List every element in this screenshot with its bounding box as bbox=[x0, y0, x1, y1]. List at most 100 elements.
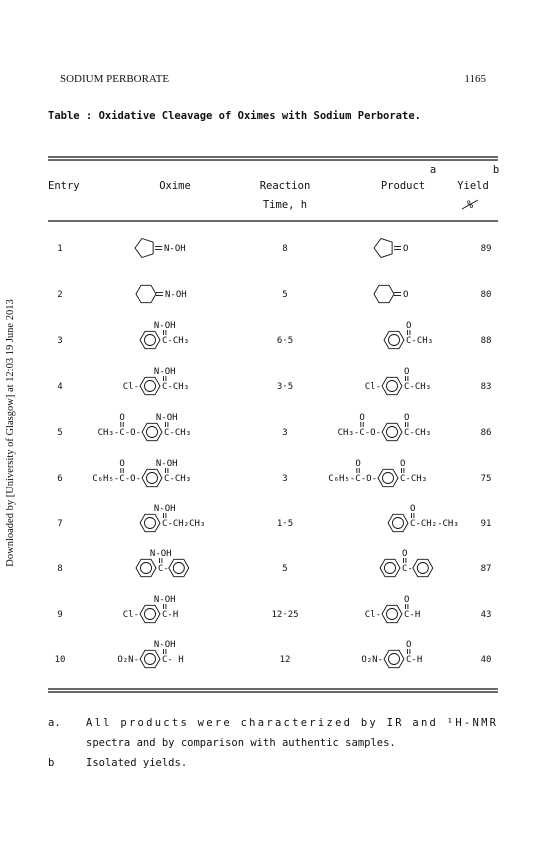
chem-label: C-CH₃ bbox=[404, 428, 431, 438]
entry-number: 5 bbox=[57, 428, 62, 438]
ring bbox=[135, 558, 157, 578]
chem-label: Cl- bbox=[123, 382, 139, 392]
column-header: Entry bbox=[48, 180, 80, 192]
ring bbox=[134, 237, 154, 259]
oxime-structure: N-OH bbox=[134, 237, 186, 259]
aromatic-circle bbox=[144, 608, 156, 620]
chem-label: N-OH bbox=[150, 549, 172, 559]
aromatic-circle bbox=[386, 608, 398, 620]
footnote-mark: b bbox=[48, 757, 54, 769]
product-structure: C-CH₂-CH₃ O bbox=[387, 504, 459, 533]
product-structure: O bbox=[373, 284, 408, 304]
ring bbox=[383, 330, 405, 350]
aromatic-circle bbox=[416, 562, 429, 574]
yield-value: 83 bbox=[481, 382, 492, 392]
reaction-time: 5 bbox=[282, 564, 287, 574]
table-row: 3 C-CH₃ N-OH 6·5 C-CH₃ O 88 bbox=[57, 321, 492, 350]
aromatic-circle bbox=[388, 653, 400, 665]
table-row: 10 C- H N-OH O₂N- 12 C-H O O₂N- 40 bbox=[55, 640, 491, 669]
footnote-mark: a. bbox=[48, 717, 61, 729]
table-row: 7 C-CH₂CH₃ N-OH 1·5 C-CH₂-CH₃ O 91 bbox=[57, 504, 491, 533]
entry-number: 1 bbox=[57, 244, 62, 254]
ring bbox=[373, 284, 395, 304]
reaction-time: 5 bbox=[282, 290, 287, 300]
aromatic-circle bbox=[386, 380, 398, 392]
reaction-time: 3·5 bbox=[277, 382, 293, 392]
product-structure: C-H O Cl- bbox=[365, 595, 420, 624]
ring bbox=[139, 649, 161, 669]
ring bbox=[139, 604, 161, 624]
chem-label: Cl- bbox=[123, 610, 139, 620]
aromatic-circle bbox=[144, 334, 156, 346]
chem-label: N-OH bbox=[154, 595, 176, 605]
chem-label: O bbox=[119, 413, 124, 423]
reaction-time: 12 bbox=[280, 655, 291, 665]
reaction-time: 6·5 bbox=[277, 336, 293, 346]
chem-label: C₆H₅-C-O- bbox=[92, 474, 141, 484]
table-row: 8 C- N-OH 5 C- O 87 bbox=[57, 549, 491, 578]
aromatic-circle bbox=[392, 517, 404, 529]
product-structure: C-CH₃ O CH₃-C-O- O bbox=[338, 413, 431, 442]
aromatic-circle bbox=[144, 380, 156, 392]
chem-label: N-OH bbox=[165, 290, 187, 300]
entry-number: 2 bbox=[57, 290, 62, 300]
footnote-text: All products were characterized by IR an… bbox=[86, 717, 497, 729]
chem-label: O bbox=[119, 459, 124, 469]
column-header: Reaction bbox=[260, 180, 311, 192]
entry-number: 4 bbox=[57, 382, 62, 392]
oxime-structure: C-CH₃ N-OH C₆H₅-C-O- O bbox=[92, 459, 191, 488]
chem-label: C₆H₅-C-O- bbox=[328, 474, 377, 484]
table-row: 5 C-CH₃ N-OH CH₃-C-O- O 3 C-CH₃ O CH₃-C-O- O 86 bbox=[57, 413, 491, 442]
reaction-time: 8 bbox=[282, 244, 287, 254]
ring bbox=[141, 422, 163, 442]
ring bbox=[381, 422, 403, 442]
yield-value: 88 bbox=[481, 336, 492, 346]
chem-label: C- H bbox=[162, 655, 184, 665]
reaction-time: 12·25 bbox=[271, 610, 298, 620]
oxime-structure: C-CH₃ N-OH Cl- bbox=[123, 367, 189, 396]
table-row: 9 C-H N-OH Cl- 12·25 C-H O Cl- 43 bbox=[57, 595, 491, 624]
chem-label: C- bbox=[158, 564, 169, 574]
chem-label: N-OH bbox=[154, 367, 176, 377]
ring bbox=[383, 649, 405, 669]
table-row: 4 C-CH₃ N-OH Cl- 3·5 C-CH₃ O Cl- 83 bbox=[57, 367, 492, 396]
entry-number: 6 bbox=[57, 474, 62, 484]
ring bbox=[373, 237, 393, 259]
chem-label: N-OH bbox=[156, 459, 178, 469]
chem-label: CH₃-C-O- bbox=[338, 428, 381, 438]
table-row: 6 C-CH₃ N-OH C₆H₅-C-O- O 3 C-CH₃ O C₆H₅-C-O- O 75 bbox=[57, 459, 491, 488]
chem-label: C-CH₃ bbox=[162, 336, 189, 346]
chem-label: O₂N- bbox=[361, 655, 383, 665]
chem-label: O bbox=[355, 459, 360, 469]
ring bbox=[139, 376, 161, 396]
ring bbox=[412, 558, 434, 578]
entry-number: 7 bbox=[57, 519, 62, 529]
reaction-time: 1·5 bbox=[277, 519, 293, 529]
chem-label: Cl- bbox=[365, 382, 381, 392]
chem-label: C-CH₃ bbox=[162, 382, 189, 392]
chem-label: C-CH₃ bbox=[164, 474, 191, 484]
chem-label: C-H bbox=[406, 655, 422, 665]
chem-label: C-CH₂-CH₃ bbox=[410, 519, 459, 529]
product-structure: C-CH₃ O C₆H₅-C-O- O bbox=[328, 459, 427, 488]
ring bbox=[139, 513, 161, 533]
running-head: SODIUM PERBORATE bbox=[60, 73, 169, 85]
product-structure: C-CH₃ O bbox=[383, 321, 433, 350]
reaction-time: 3 bbox=[282, 474, 287, 484]
chem-label: O bbox=[400, 459, 405, 469]
chem-label: Cl- bbox=[365, 610, 381, 620]
column-header: % bbox=[467, 199, 474, 211]
aromatic-circle bbox=[172, 562, 185, 574]
aromatic-circle bbox=[382, 472, 394, 484]
table-row: 2 N-OH 5 O 80 bbox=[57, 284, 491, 304]
ring bbox=[381, 376, 403, 396]
aromatic-circle bbox=[146, 426, 158, 438]
oxime-structure: C- H N-OH O₂N- bbox=[117, 640, 184, 669]
ring bbox=[168, 558, 190, 578]
product-structure: C- O bbox=[379, 549, 434, 578]
aromatic-circle bbox=[388, 334, 400, 346]
chem-label: O bbox=[404, 595, 409, 605]
chem-label: O₂N- bbox=[117, 655, 139, 665]
